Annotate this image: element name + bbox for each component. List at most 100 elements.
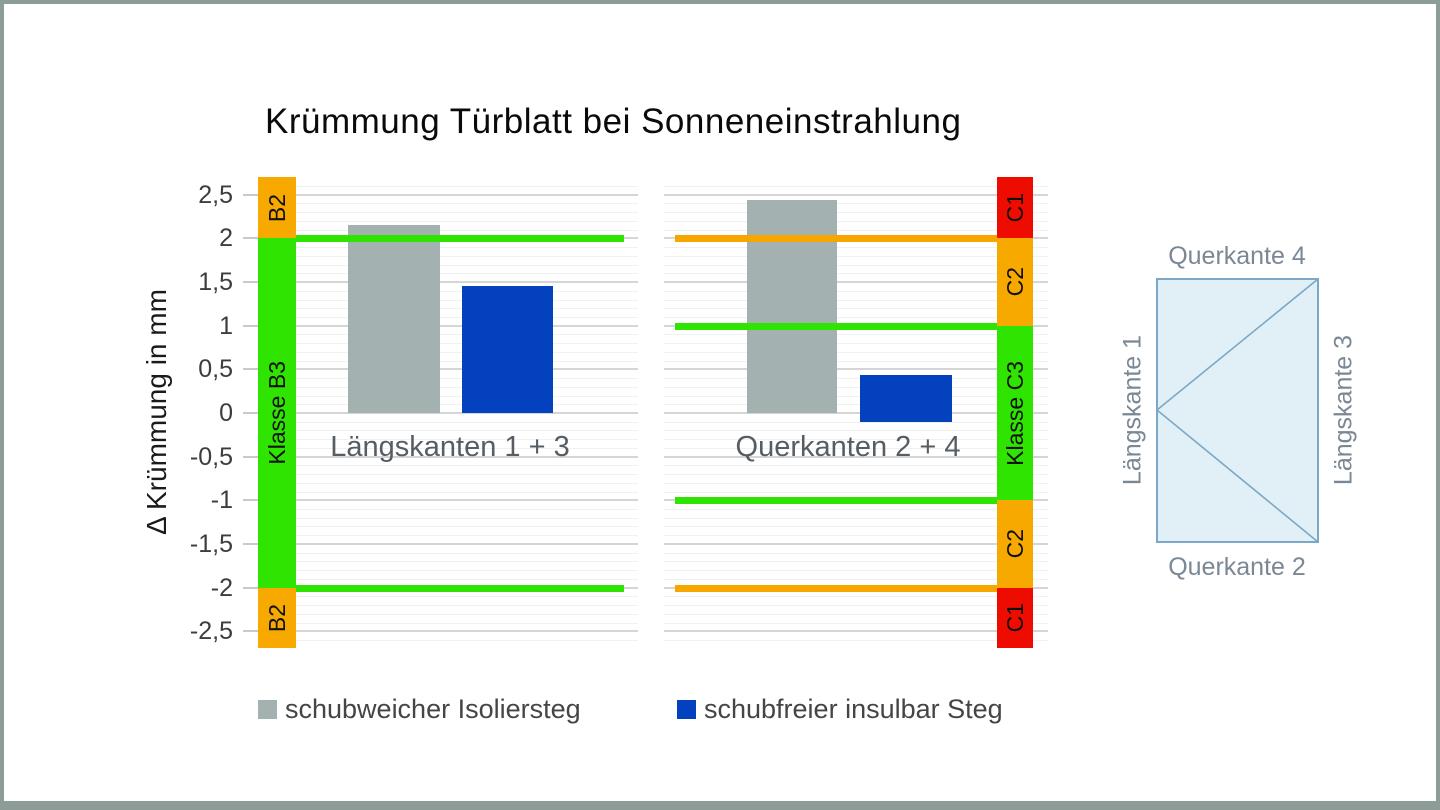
gridline-minor [664, 247, 1048, 249]
gridline-minor [664, 447, 1048, 449]
class-band-c1: C1 [997, 177, 1033, 239]
gridline-major [296, 281, 638, 284]
class-band-label: B2 [263, 193, 290, 222]
gridline-minor [296, 430, 638, 432]
gridline-major [664, 542, 1048, 545]
diagram-label-querkante-2: Querkante 2 [1168, 553, 1306, 581]
gridline-minor [664, 351, 1048, 353]
gridline-minor [296, 447, 638, 449]
class-band-label: C2 [1001, 267, 1028, 297]
limit-line-2 [296, 235, 624, 243]
gridline-minor [664, 509, 1048, 511]
gridline-major [664, 630, 1048, 633]
gridline-minor [664, 605, 1048, 607]
legend-item-2: schubfreier insulbar Steg [677, 694, 1003, 725]
gridline-minor [296, 596, 638, 598]
y-tick-mark [243, 193, 258, 196]
gridline-minor [664, 395, 1048, 397]
class-band-klasse-c3: Klasse C3 [997, 325, 1033, 501]
gridline-minor [296, 622, 638, 624]
legend-label: schubweicher Isoliersteg [285, 694, 581, 724]
gridline-minor [664, 561, 1048, 563]
gridline-minor [664, 526, 1048, 528]
door-diagonal-top [1156, 278, 1319, 411]
gridline-minor [664, 255, 1048, 257]
gridline-minor [296, 273, 638, 275]
legend-label: schubfreier insulbar Steg [704, 694, 1003, 724]
gridline-minor [296, 613, 638, 615]
gridline-minor [664, 203, 1048, 205]
gridline-minor [664, 386, 1048, 388]
diagram-label-laengskante-1: Längskante 1 [1118, 334, 1147, 486]
y-tick-label: -2 [210, 573, 233, 602]
gridline-major [664, 455, 1048, 458]
gridline-major [296, 412, 638, 414]
gridline-minor [664, 212, 1048, 214]
y-tick-mark [243, 412, 258, 414]
class-band-c1: C1 [997, 587, 1033, 648]
bar-series-1 [747, 199, 837, 413]
gridline-minor [296, 212, 638, 214]
gridline-minor [296, 526, 638, 528]
gridline-minor [664, 316, 1048, 318]
y-tick-mark [243, 281, 258, 284]
class-band-label: C2 [1001, 529, 1028, 559]
class-band-c2: C2 [997, 500, 1033, 588]
gridline-minor [296, 220, 638, 222]
y-tick-label: 1,5 [198, 268, 233, 297]
gridline-minor [296, 203, 638, 205]
gridline-minor [296, 605, 638, 607]
bar-series-1 [348, 225, 440, 413]
gridline-minor [664, 299, 1048, 301]
door-leaf-diagram [1156, 278, 1319, 543]
y-tick-label: -1,5 [189, 529, 233, 558]
gridline-major [664, 412, 1048, 414]
gridline-minor [664, 570, 1048, 572]
gridline-minor [664, 334, 1048, 336]
y-tick-label: -1 [210, 486, 233, 515]
gridline-minor [664, 439, 1048, 441]
legend-swatch-2 [677, 700, 696, 719]
y-tick-mark [243, 237, 258, 240]
y-tick-mark [243, 499, 258, 502]
gridline-minor [296, 421, 638, 423]
limit-line--1 [675, 497, 997, 505]
gridline-minor [296, 439, 638, 441]
y-tick-label: 2 [219, 224, 233, 253]
gridline-minor [296, 465, 638, 467]
gridline-major [296, 193, 638, 196]
bar-series-2 [860, 374, 952, 422]
gridline-minor [664, 552, 1048, 554]
gridline-minor [664, 308, 1048, 310]
gridline-minor [296, 229, 638, 231]
gridline-minor [296, 474, 638, 476]
gridline-major [664, 281, 1048, 284]
gridline-minor [296, 247, 638, 249]
limit-line-2 [675, 235, 997, 243]
y-tick-label: 0,5 [198, 355, 233, 384]
diagram-label-querkante-4: Querkante 4 [1168, 242, 1306, 270]
gridline-minor [664, 491, 1048, 493]
class-band-label: Klasse B3 [263, 361, 290, 465]
gridline-minor [296, 482, 638, 484]
gridline-minor [664, 622, 1048, 624]
gridline-minor [296, 509, 638, 511]
category-label-2: Querkanten 2 + 4 [735, 431, 961, 463]
y-tick-mark [243, 542, 258, 545]
gridline-minor [664, 229, 1048, 231]
gridline-minor [664, 482, 1048, 484]
legend-item-1: schubweicher Isoliersteg [258, 694, 581, 725]
gridline-minor [664, 639, 1048, 641]
gridline-minor [664, 517, 1048, 519]
gridline-minor [664, 264, 1048, 266]
y-tick-label: -2,5 [189, 617, 233, 646]
gridline-minor [296, 264, 638, 266]
y-tick-label: 0 [219, 399, 233, 427]
class-band-b2: B2 [258, 177, 296, 239]
diagram-label-laengskante-3: Längskante 3 [1329, 334, 1358, 486]
class-band-label: C1 [1001, 603, 1028, 633]
gridline-minor [664, 430, 1048, 432]
gridline-minor [296, 186, 638, 188]
gridline-minor [664, 596, 1048, 598]
